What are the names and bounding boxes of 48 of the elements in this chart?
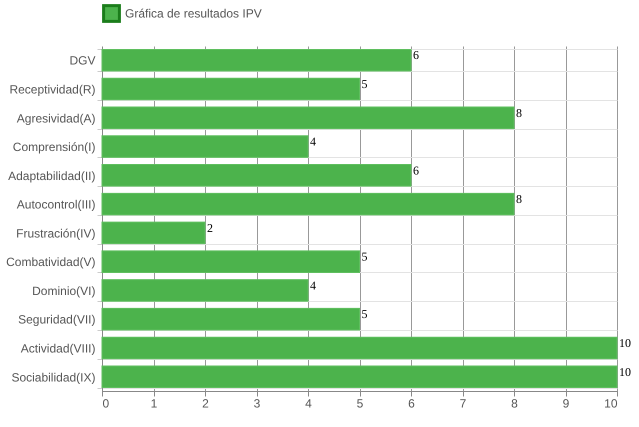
legend-label: Gráfica de resultados IPV [125,6,262,20]
y-tick-label: Sociabilidad(IX) [11,370,96,384]
bar [102,78,360,100]
bar [102,135,308,158]
x-tick-label: 1 [150,396,158,410]
y-tick-label: Autocontrol(III) [16,198,96,212]
data-label: 5 [362,77,368,92]
data-label: 6 [413,48,419,62]
bar [102,222,206,244]
bar [102,192,514,216]
bar [102,336,618,360]
x-tick-label: 6 [408,396,416,410]
data-label: 4 [310,134,316,149]
bar [102,48,412,72]
y-tick-label: Dominio(VI) [32,284,96,298]
y-tick-label: Comprensión(I) [12,140,96,154]
data-label: 8 [516,192,522,206]
x-tick-label: 5 [356,396,364,410]
data-label: 4 [310,278,316,292]
bar [102,308,360,330]
y-tick-label: DGV [69,54,96,68]
y-tick-label: Combatividad(V) [6,255,96,270]
x-tick-label: 2 [202,396,210,410]
x-tick-label: 0 [102,396,110,410]
data-label: 2 [207,220,213,235]
data-label: 6 [413,163,419,178]
data-label: 5 [362,250,368,264]
y-tick-label: Adaptabilidad(II) [8,168,96,183]
data-label: 5 [362,307,368,322]
y-tick-label: Frustración(IV) [16,226,96,240]
data-label: 10 [619,336,631,350]
x-tick-label: 9 [562,396,570,410]
bar [102,164,412,187]
y-tick-label: Seguridad(VII) [18,312,96,327]
bar [102,250,360,273]
x-tick-label: 10 [604,396,618,410]
bar [102,106,514,130]
data-label: 10 [619,364,631,379]
x-tick-label: 4 [305,396,312,410]
y-tick-label: Agresividad(A) [16,111,96,126]
data-label: 8 [516,106,522,120]
x-tick-label: 3 [254,396,261,410]
x-tick-label: 8 [511,396,518,410]
bar [102,279,308,302]
y-tick-label: Receptividad(R) [9,82,96,97]
y-tick-label: Actividad(VIII) [20,341,96,356]
bar [102,365,618,388]
x-tick-label: 7 [460,396,467,410]
